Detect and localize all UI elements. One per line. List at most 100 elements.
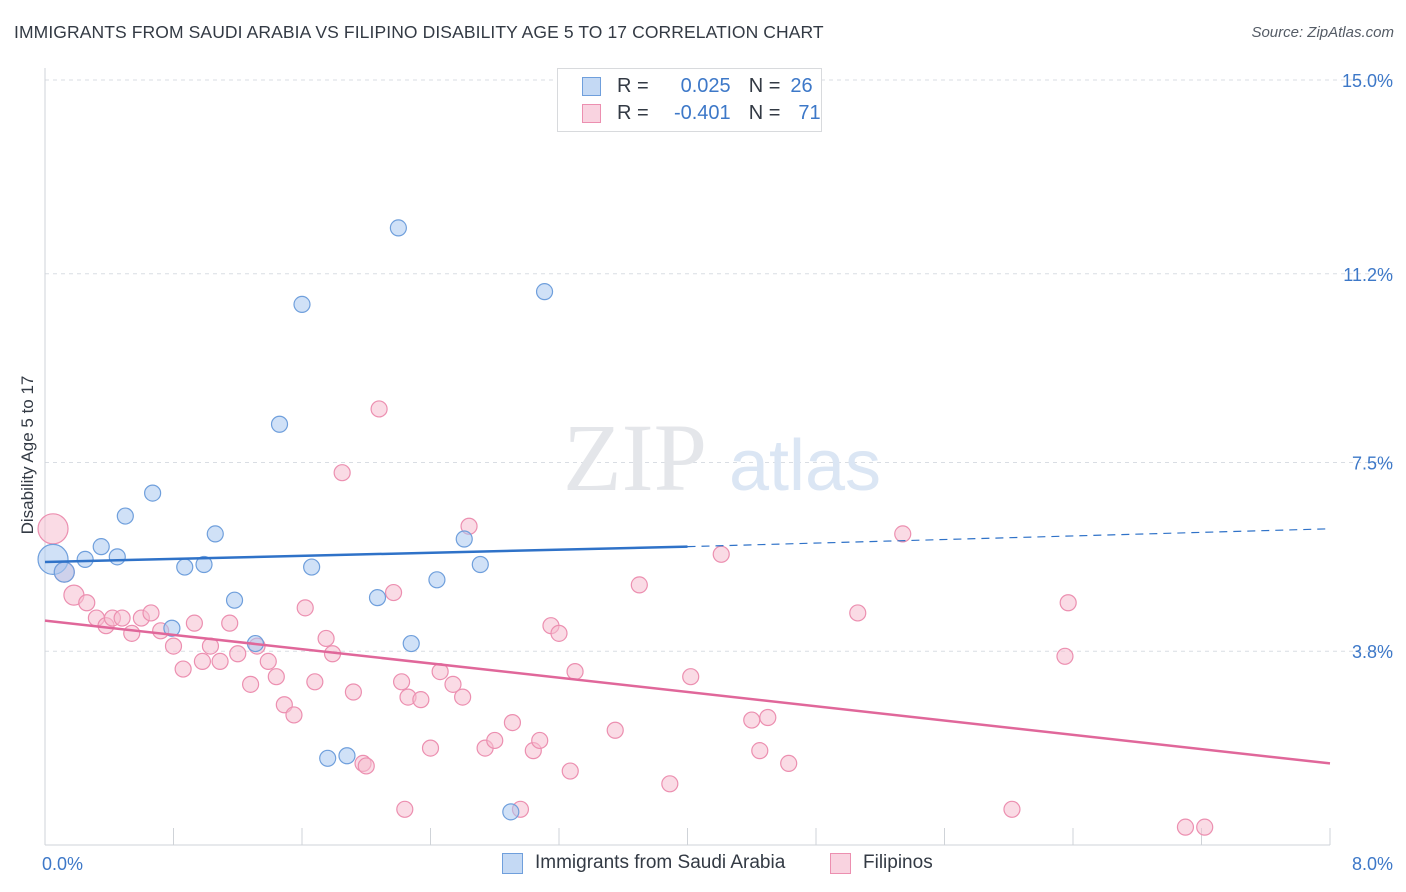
saudi-arabia-point [176, 558, 194, 576]
saudi-arabia-point [144, 484, 162, 502]
filipinos-point [661, 775, 679, 793]
filipinos-point [503, 713, 522, 732]
filipinos-point [780, 754, 798, 773]
chart-title: IMMIGRANTS FROM SAUDI ARABIA VS FILIPINO… [14, 22, 824, 42]
filipinos-point [486, 731, 504, 750]
filipinos-point [344, 683, 362, 701]
filipinos-point [164, 637, 183, 655]
filipinos-point [396, 800, 414, 818]
saudi-arabia-point [502, 803, 520, 821]
trend-lines [44, 528, 1331, 765]
saudi-arabia-point [535, 283, 554, 301]
series-swatch-blue [502, 852, 523, 874]
filipinos-point [1056, 647, 1074, 665]
filipinos-point [743, 711, 761, 729]
correlation-legend: R = 0.025 N = 26 R = -0.401 N = 71 [557, 68, 822, 132]
saudi-arabia-point [389, 219, 407, 237]
saudi-arabia-point [338, 747, 356, 765]
filipinos-point [333, 464, 351, 482]
filipinos-point [1059, 594, 1077, 612]
filipinos-point [317, 629, 335, 648]
filipinos-point [221, 614, 239, 632]
source-credit: Source: ZipAtlas.com [1251, 24, 1394, 41]
series-legend-filipinos: Filipinos [830, 852, 933, 874]
filipinos-point [267, 668, 285, 686]
filipinos-point [113, 609, 131, 627]
saudi-arabia-point [319, 749, 337, 767]
saudi-arabia-point [471, 555, 489, 574]
filipinos-point [384, 583, 403, 602]
filipinos-point [444, 675, 462, 693]
filipinos-point [37, 513, 69, 545]
saudi-arabia-point [76, 550, 94, 569]
filipinos-point [894, 525, 912, 543]
axes [44, 68, 1331, 846]
saudi-arabia-point [163, 619, 181, 637]
legend-row-saudi: R = 0.025 N = 26 [582, 74, 813, 98]
grid-lines [45, 79, 1395, 652]
filipinos-point [185, 614, 203, 632]
filipinos-point [630, 576, 648, 594]
filipinos-point [296, 599, 314, 617]
saudi-arabia-point [92, 538, 110, 556]
series-label-filipinos: Filipinos [863, 852, 933, 873]
filipinos-point [751, 742, 769, 760]
legend-n-label: N = [748, 74, 781, 97]
tick-labels: 3.8% 7.5% 11.2% 15.0% 0.0% 8.0% [42, 71, 1393, 874]
filipinos-point [454, 688, 472, 706]
filipinos-point [561, 762, 579, 780]
saudi-arabia-trend-line [44, 545, 688, 564]
legend-r-label: R = [617, 74, 649, 97]
legend-n-label: N = [748, 101, 781, 124]
saudi-arabia-point [195, 555, 213, 574]
saudi-arabia-point [455, 530, 473, 548]
saudi-arabia-point [206, 525, 224, 543]
filipinos-point [712, 545, 730, 563]
series-swatch-pink [830, 852, 851, 874]
saudi-arabia-point [402, 634, 420, 653]
y-axis-label: Disability Age 5 to 17 [18, 375, 37, 535]
filipinos-point [392, 673, 411, 691]
filipinos-point [285, 706, 303, 724]
filipinos-point [259, 652, 277, 671]
filipinos-point [550, 624, 568, 642]
filipinos-point [370, 400, 388, 418]
filipinos-point [1176, 818, 1195, 836]
filipinos-point [123, 624, 141, 642]
filipinos-point [682, 668, 700, 686]
filipinos-point [531, 731, 549, 750]
saudi-arabia-point [368, 589, 387, 607]
y-tick-label: 11.2% [1343, 265, 1393, 285]
filipinos-point [759, 708, 777, 727]
filipinos-point [606, 721, 624, 739]
filipinos-point [412, 691, 430, 709]
legend-r-value: -0.401 [673, 101, 731, 124]
legend-row-filipinos: R = -0.401 N = 71 [582, 101, 821, 125]
filipinos-point [566, 662, 584, 681]
filipinos-point [306, 673, 324, 691]
watermark-atlas: atlas [729, 426, 881, 506]
filipinos-point [1003, 800, 1021, 818]
y-tick-label: 7.5% [1352, 454, 1393, 474]
filipinos-point [242, 675, 260, 693]
y-tick-label: 15.0% [1342, 71, 1393, 91]
watermark-zip: ZIP [563, 404, 707, 511]
legend-swatch-pink [582, 103, 601, 123]
filipinos-point [421, 739, 440, 757]
filipinos-point [193, 652, 212, 671]
x-tick-label-min: 0.0% [42, 854, 83, 874]
filipinos-point [229, 645, 247, 663]
filipinos-point [1196, 818, 1214, 836]
legend-n-value: 26 [790, 74, 813, 97]
filipinos-point [211, 652, 229, 671]
saudi-arabia-point [116, 507, 134, 525]
filipinos-point [78, 594, 96, 612]
saudi-arabia-point [293, 295, 311, 313]
saudi-arabia-point [225, 591, 244, 609]
filipinos-point [849, 604, 867, 622]
legend-swatch-blue [582, 76, 601, 96]
series-legend: Immigrants from Saudi Arabia Filipinos [0, 852, 1406, 878]
series-label-saudi: Immigrants from Saudi Arabia [535, 852, 786, 873]
legend-r-value: 0.025 [680, 74, 731, 97]
